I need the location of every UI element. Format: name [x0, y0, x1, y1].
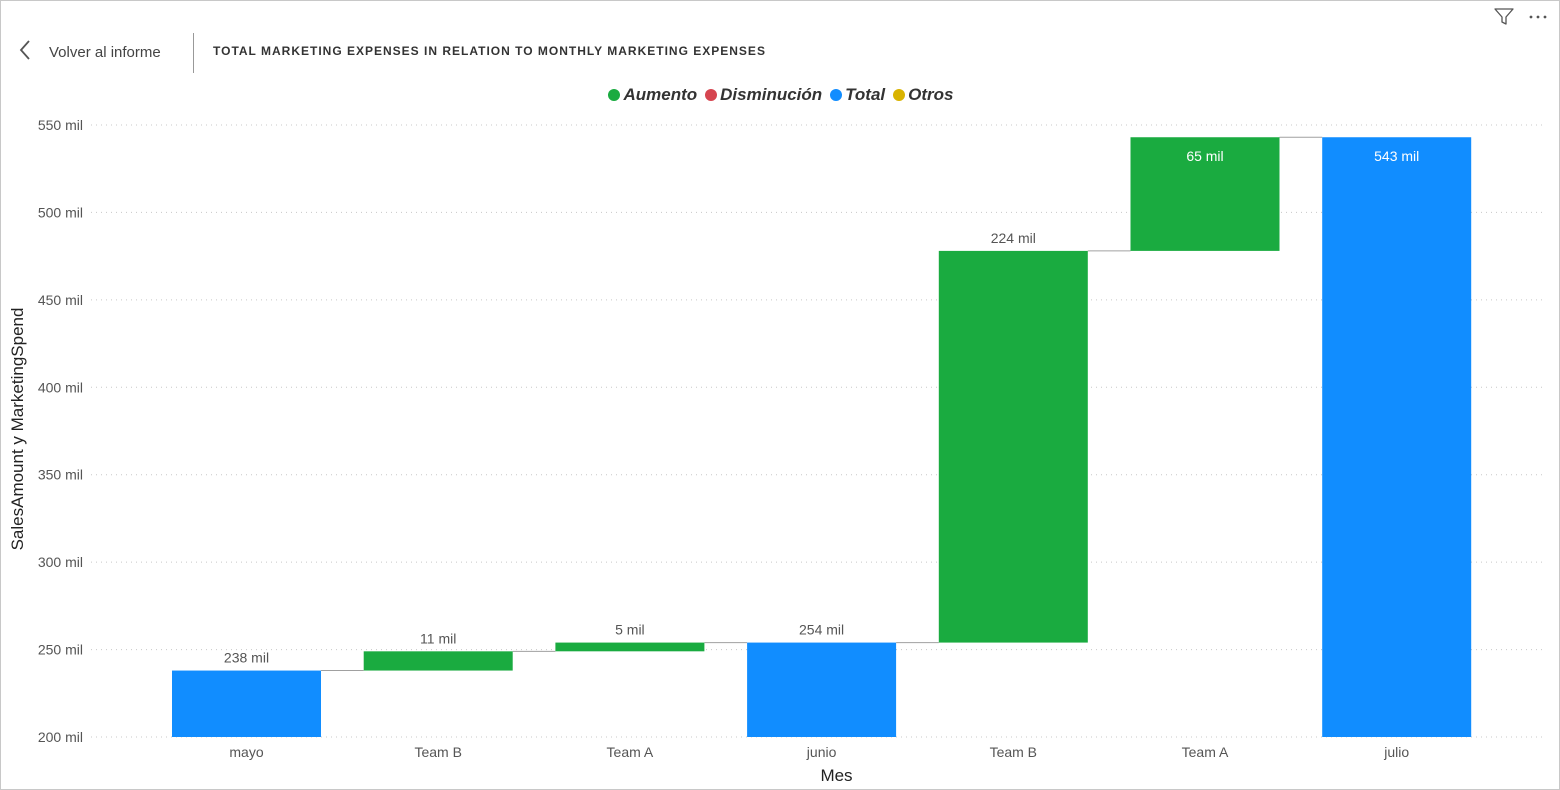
legend-dot-aumento	[608, 89, 621, 101]
back-label: Volver al informe	[49, 43, 161, 61]
data-label: 254 mil	[799, 622, 844, 638]
filter-icon[interactable]	[1493, 7, 1515, 27]
back-to-report-button[interactable]: Volver al informe	[19, 39, 161, 65]
y-tick-label: 350 mil	[38, 467, 83, 483]
more-options-icon[interactable]	[1527, 7, 1549, 27]
visual-header-icons	[1493, 7, 1549, 27]
legend-label-disminucion: Disminución	[720, 85, 823, 104]
data-label: 65 mil	[1186, 148, 1223, 164]
waterfall-bar	[363, 651, 513, 671]
legend-label-otros: Otros	[908, 85, 954, 104]
legend-label-aumento: Aumento	[623, 85, 698, 104]
y-tick-label: 200 mil	[38, 729, 83, 745]
data-labels: 238 mil 11 mil 5 mil 254 mil 224 mil 65 mil 54…	[224, 148, 1419, 665]
y-axis-ticks: 200 mil 250 mil 300 mil 350 mil 400 mil 450 m…	[38, 117, 83, 745]
x-tick-label: mayo	[229, 744, 263, 760]
data-label: 11 mil	[420, 630, 456, 646]
x-tick-label: Team A	[1182, 744, 1229, 760]
waterfall-bar	[172, 670, 321, 737]
legend-dot-total	[830, 89, 843, 101]
bars	[172, 137, 1472, 738]
y-tick-label: 400 mil	[38, 379, 83, 395]
data-label: 238 mil	[224, 650, 269, 666]
x-tick-label: Team A	[607, 744, 654, 760]
legend-dot-disminucion	[705, 89, 718, 101]
legend-dot-otros	[893, 89, 906, 101]
x-tick-label: julio	[1383, 744, 1409, 760]
chevron-left-icon	[19, 39, 31, 65]
data-label: 543 mil	[1374, 148, 1419, 164]
waterfall-bar	[1322, 137, 1472, 738]
legend-item-aumento[interactable]: Aumento	[608, 85, 697, 105]
legend-label-total: Total	[845, 85, 886, 104]
connector-lines	[321, 136, 1323, 672]
waterfall-bar	[747, 642, 897, 737]
waterfall-bar	[938, 250, 1088, 643]
y-tick-label: 250 mil	[38, 642, 83, 658]
y-tick-label: 550 mil	[38, 117, 83, 133]
legend-item-otros[interactable]: Otros	[893, 85, 954, 105]
waterfall-bar	[555, 642, 705, 652]
header-divider	[193, 33, 194, 73]
y-axis-title: SalesAmount y MarketingSpend	[8, 308, 27, 551]
data-label: 224 mil	[991, 230, 1036, 246]
y-tick-label: 300 mil	[38, 554, 83, 570]
x-tick-label: junio	[806, 744, 837, 760]
y-tick-label: 500 mil	[38, 204, 83, 220]
visual-title: TOTAL MARKETING EXPENSES IN RELATION TO …	[213, 44, 766, 58]
legend-item-disminucion[interactable]: Disminución	[705, 85, 822, 105]
x-axis-ticks: mayo Team B Team A junio Team B Team A julio	[229, 744, 1409, 760]
waterfall-bar	[1130, 137, 1280, 251]
y-tick-label: 450 mil	[38, 292, 83, 308]
legend-item-total[interactable]: Total	[830, 85, 885, 105]
x-tick-label: Team B	[414, 744, 461, 760]
x-tick-label: Team B	[990, 744, 1037, 760]
chart-legend: Aumento Disminución Total Otros	[1, 85, 1560, 105]
x-axis-title: Mes	[820, 766, 852, 785]
data-label: 5 mil	[615, 622, 645, 638]
